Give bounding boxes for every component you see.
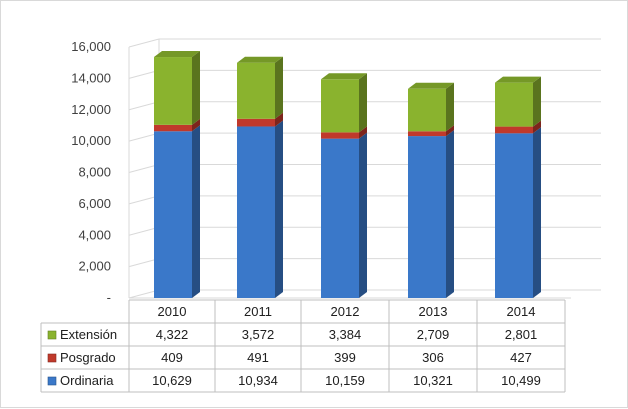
y-tick-label: 16,000: [71, 39, 111, 54]
table-cell-value: 399: [334, 350, 356, 365]
table-cell-value: 2,801: [505, 327, 538, 342]
bar-segment-extensión: [321, 73, 367, 133]
bar-top: [237, 56, 283, 63]
bar-segment-posgrado: [154, 118, 200, 132]
bar-front: [237, 62, 275, 119]
bar-top: [495, 76, 541, 83]
bar-front: [321, 132, 359, 139]
table-cell-value: 3,384: [329, 327, 362, 342]
table-cell-value: 491: [247, 350, 269, 365]
y-tick-label: 2,000: [78, 259, 111, 274]
y-tick-label: 10,000: [71, 133, 111, 148]
legend-swatch-ordinaria: [47, 376, 57, 386]
bar-side: [533, 127, 541, 298]
bar-front: [495, 82, 533, 127]
bar-front: [408, 136, 446, 298]
x-category-label: 2013: [419, 304, 448, 319]
bar-segment-ordinaria: [321, 132, 367, 298]
bar-stack-2011: [237, 56, 283, 299]
y-tick-label: 6,000: [78, 196, 111, 211]
x-category-label: 2010: [158, 304, 187, 319]
bar-side: [446, 130, 454, 298]
bar-side: [446, 82, 454, 132]
bar-front: [237, 118, 275, 127]
legend-swatch-extensión: [47, 330, 57, 340]
y-tick-label: 8,000: [78, 165, 111, 180]
bar-top: [321, 73, 367, 80]
legend-label: Ordinaria: [60, 373, 114, 388]
bar-front: [495, 133, 533, 298]
bar-segment-posgrado: [237, 112, 283, 127]
table-cell-value: 10,159: [325, 373, 365, 388]
bar-segment-extensión: [408, 82, 454, 132]
bar-front: [408, 131, 446, 137]
y-tick-label: 4,000: [78, 227, 111, 242]
bar-segment-ordinaria: [237, 120, 283, 299]
legend-label: Extensión: [60, 327, 117, 342]
bar-stack-2013: [408, 82, 454, 298]
bar-segment-extensión: [495, 76, 541, 127]
bar-front: [154, 124, 192, 132]
bar-segment-extensión: [237, 56, 283, 119]
table-cell-value: 10,499: [501, 373, 541, 388]
legend-label: Posgrado: [60, 350, 116, 365]
bar-side: [533, 76, 541, 127]
x-category-label: 2011: [244, 304, 272, 319]
bar-front: [408, 88, 446, 132]
table-cell-value: 10,934: [238, 373, 278, 388]
bar-front: [321, 138, 359, 298]
bar-side: [275, 120, 283, 299]
table-cell-value: 10,321: [413, 373, 453, 388]
data-table: 2010 2011 2012 2013 2014 Extensión 4,322 3,572 3…: [40, 299, 566, 393]
y-axis-tick-labels: - 2,000 4,000 6,000 8,000 10,000 12,000 14,000 1…: [71, 39, 111, 305]
bar-side: [359, 126, 367, 139]
bar-segment-posgrado: [321, 126, 367, 139]
bars: [154, 51, 541, 299]
bar-segment-ordinaria: [408, 130, 454, 298]
table-cell-value: 10,629: [152, 373, 192, 388]
y-tick-label: 14,000: [71, 70, 111, 85]
bar-side: [192, 118, 200, 132]
table-cell-value: 2,709: [417, 327, 450, 342]
bar-segment-posgrado: [408, 125, 454, 137]
bar-side: [275, 112, 283, 127]
y-tick-label: 12,000: [71, 102, 111, 117]
legend-swatch-posgrado: [47, 353, 57, 363]
bar-front: [154, 57, 192, 125]
bar-side: [446, 125, 454, 137]
bar-front: [154, 131, 192, 298]
bar-side: [359, 73, 367, 133]
bar-side: [275, 56, 283, 119]
table-cell-value: 409: [161, 350, 183, 365]
bar-front: [237, 126, 275, 299]
bar-stack-2012: [321, 73, 367, 298]
bar-front: [495, 126, 533, 134]
bar-side: [192, 125, 200, 298]
bar-side: [533, 120, 541, 134]
y-tick-label: -: [107, 290, 111, 305]
bar-segment-ordinaria: [495, 127, 541, 298]
bar-stack-2014: [495, 76, 541, 298]
bar-top: [154, 51, 200, 58]
bar-top: [408, 82, 454, 89]
bar-segment-ordinaria: [154, 125, 200, 298]
bar-stack-2010: [154, 51, 200, 298]
x-category-label: 2014: [507, 304, 536, 319]
bar-side: [192, 51, 200, 125]
table-cell-value: 306: [422, 350, 444, 365]
bar-segment-extensión: [154, 51, 200, 125]
gridline-side: [128, 38, 160, 48]
bar-segment-posgrado: [495, 120, 541, 134]
bar-side: [359, 132, 367, 298]
x-category-label: 2012: [331, 304, 360, 319]
table-cell-value: 4,322: [156, 327, 189, 342]
table-cell-value: 3,572: [242, 327, 275, 342]
table-cell-value: 427: [510, 350, 532, 365]
bar-front: [321, 79, 359, 133]
